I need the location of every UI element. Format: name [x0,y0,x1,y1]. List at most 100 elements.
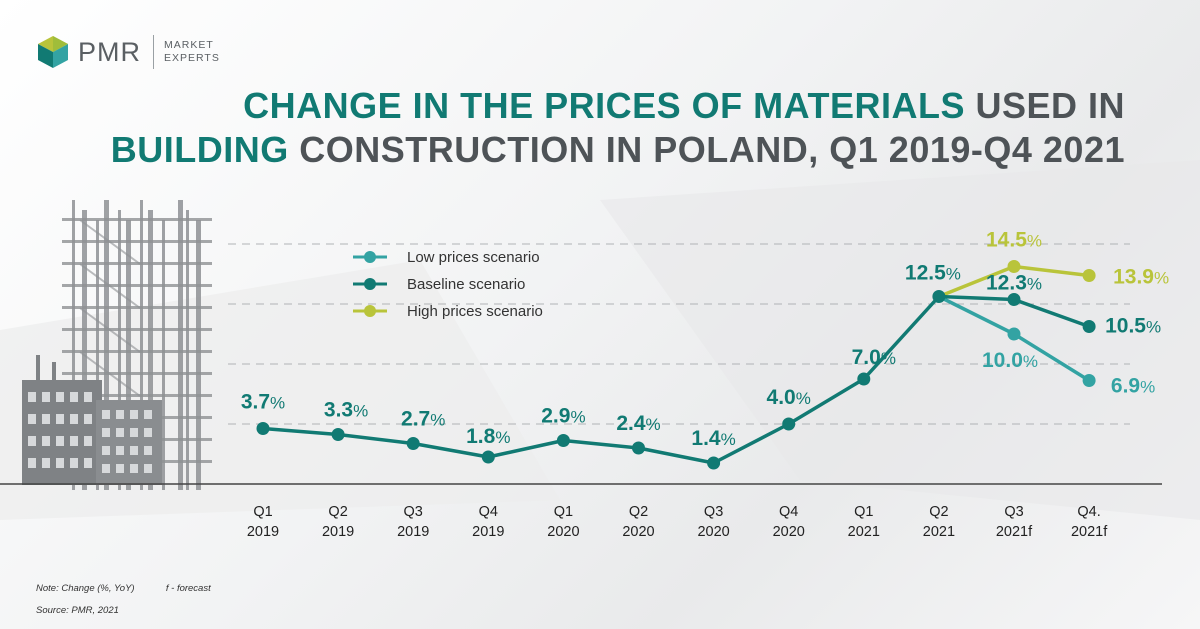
scaffold-beam [62,306,212,309]
x-tick-label-quarter: Q3 [704,504,723,520]
baseline-data-label: 12.5% [905,262,961,285]
baseline-data-point [256,422,270,435]
baseline-data-label-unit: % [1027,275,1042,294]
x-tick-label-quarter: Q1 [554,504,573,520]
baseline-data-point [331,428,345,441]
high-data-point [1082,269,1096,282]
low-data-label: 6.9% [1111,375,1155,398]
forecast-note: f - forecast [165,583,211,594]
scaffold-beam [62,328,212,331]
x-tick-label-year: 2021 [923,524,955,540]
x-tick-label-year: 2019 [322,524,354,540]
building-pipe [36,355,40,385]
building-window [116,410,124,419]
building-window [28,392,36,402]
baseline-data-point [1082,320,1096,333]
scaffold-post [178,200,183,490]
legend-entry-label: Low prices scenario [407,249,540,266]
x-tick-label-quarter: Q2 [629,504,648,520]
scaffold-beam [62,262,212,265]
baseline-data-label-unit: % [946,265,961,284]
scaffold-brace [79,263,141,309]
legend-entry-label: High prices scenario [407,303,543,320]
building-window [116,446,124,455]
building-window [70,414,78,424]
scaffold-beam [62,284,212,287]
x-tick-label-year: 2021f [996,524,1033,540]
x-tick-label-year: 2019 [472,524,504,540]
baseline-data-label-unit: % [570,408,585,427]
low-data-label: 10.0% [982,349,1038,372]
building-window [130,428,138,437]
building-window [28,436,36,446]
baseline-data-label: 4.0% [767,386,811,409]
high-data-point [1007,260,1021,273]
x-tick-label-quarter: Q4 [479,504,498,520]
note-row: Note: Change (%, YoY) f - forecast [36,583,211,594]
building-window [56,458,64,468]
building-window [102,464,110,473]
scaffold-beam [62,350,212,353]
x-tick-label-quarter: Q4. [1077,504,1100,520]
baseline-data-point [1007,293,1021,306]
x-tick-label-quarter: Q3 [1004,504,1023,520]
title-highlight-1: CHANGE IN THE PRICES OF MATERIALS [243,85,965,126]
baseline-data-label: 12.3% [986,272,1042,295]
scaffold-post [104,200,109,490]
baseline-data-point [707,456,721,470]
baseline-data-label-unit: % [796,389,811,408]
baseline-data-label: 1.4% [691,427,735,450]
building-window [28,458,36,468]
scaffold-post [126,220,131,490]
scaffold-beam [62,240,212,243]
high-data-label-unit: % [1154,269,1169,288]
low-data-label-unit: % [1140,378,1155,397]
baseline-series-line [262,294,1090,465]
low-data-point [1082,374,1096,387]
x-tick-label-year: 2020 [697,524,729,540]
baseline-data-point [782,417,796,431]
building-window [56,436,64,446]
baseline-data-label-unit: % [881,349,896,368]
baseline-data-point [632,441,645,455]
building-window [116,464,124,473]
high-data-label: 14.5% [986,229,1042,252]
high-data-label-unit: % [1027,232,1042,251]
building-window [56,414,64,424]
building-window [130,446,138,455]
x-tick-label-quarter: Q1 [253,504,272,520]
building-window [130,464,138,473]
building-window [84,414,92,424]
title-rest-1: USED IN [964,85,1125,126]
scaffold-post [140,200,143,490]
baseline-data-label: 3.3% [324,399,368,422]
high-data-label: 13.9% [1113,266,1169,289]
scaffold-brace [79,219,141,265]
baseline-data-label-unit: % [270,394,285,413]
x-tick-label-year: 2020 [622,524,654,540]
scaffold-beam [62,218,212,221]
legend-swatch-dot [364,278,376,290]
building-window [102,410,110,419]
building-window [84,392,92,402]
baseline-data-point [857,372,871,386]
baseline-data-label: 2.7% [401,408,445,431]
baseline-data-label-unit: % [646,415,661,434]
brand-tagline: MARKET EXPERTS [164,39,220,65]
x-tick-label-year: 2019 [247,524,279,540]
pmr-cube-icon [38,36,68,68]
building-window [102,446,110,455]
x-tick-label-quarter: Q2 [929,504,948,520]
title-rest-2: CONSTRUCTION IN POLAND, Q1 2019-Q4 2021 [288,129,1125,170]
building-window [144,428,152,437]
x-tick-label-quarter: Q1 [854,504,873,520]
building-window [70,392,78,402]
baseline-data-label: 7.0% [852,346,896,369]
baseline-data-label: 2.9% [541,405,585,428]
building-window [42,392,50,402]
baseline-data-label-unit: % [495,428,510,447]
scaffold-post [162,220,165,490]
scaffold-brace [79,307,141,353]
brand-name: PMR [78,36,141,67]
building-window [70,458,78,468]
